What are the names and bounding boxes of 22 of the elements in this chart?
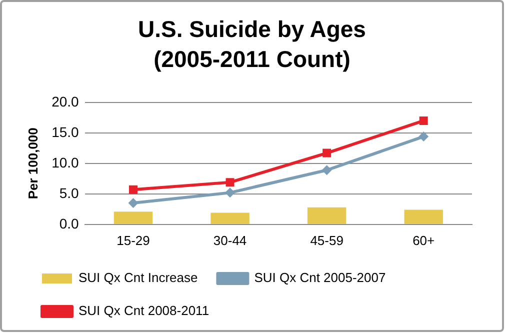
point	[128, 198, 138, 208]
point	[225, 188, 236, 198]
x-tick-label: 60+	[412, 232, 435, 248]
y-tick-label: 10.0	[52, 154, 80, 170]
chart-title: U.S. Suicide by Ages (2005-2011 Count)	[137, 15, 367, 74]
point	[418, 132, 429, 142]
point	[419, 116, 428, 125]
y-tick-label: 20.0	[52, 93, 80, 110]
point	[322, 148, 332, 158]
point	[322, 165, 332, 176]
point	[129, 185, 138, 194]
x-tick-label: 30-44	[213, 232, 247, 248]
legend-label: SUI Qx Cnt 2005-2007	[254, 270, 386, 286]
y-axis-title: Per 100,000	[25, 128, 40, 200]
legend-label: SUI Qx Cnt 2008-2011	[78, 303, 210, 318]
x-tick-label: 15-29	[116, 232, 150, 248]
legend-label: SUI Qx Cnt Increase	[78, 270, 198, 286]
y-tick-label: 5.0	[59, 184, 80, 201]
point	[226, 178, 234, 187]
x-tick-label: 45-59	[310, 232, 344, 248]
y-tick-label: 15.0	[52, 124, 80, 140]
y-tick-label: 0.0	[59, 215, 80, 232]
